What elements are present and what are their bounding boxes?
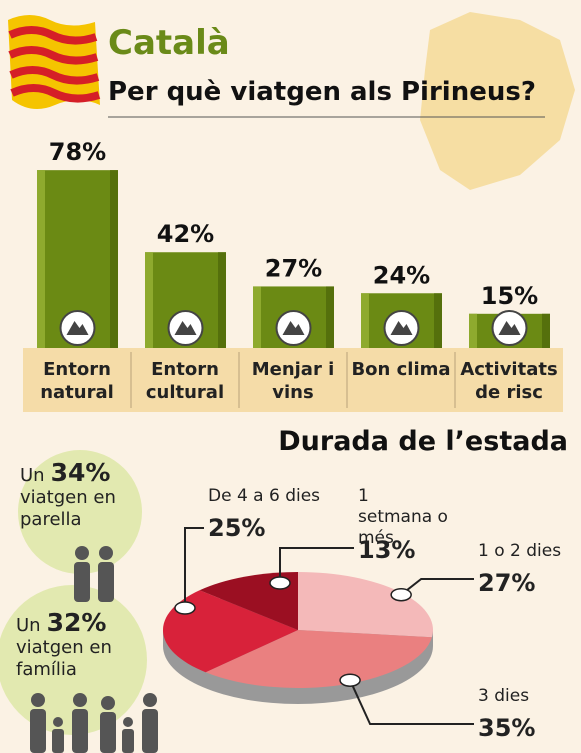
flag bbox=[8, 15, 101, 109]
bar-shade bbox=[326, 286, 334, 348]
callout-text: viatgen en família bbox=[16, 637, 112, 680]
callout-figure: 34% bbox=[50, 458, 111, 487]
bar-highlight bbox=[469, 313, 477, 348]
map bbox=[420, 12, 575, 190]
title: Català bbox=[108, 23, 230, 63]
category-label: Activitats de risc bbox=[460, 359, 558, 403]
bar-highlight bbox=[37, 170, 45, 348]
bar-shade bbox=[218, 252, 226, 348]
value-label: 24% bbox=[373, 261, 430, 289]
callout: Un 32% viatgen en família bbox=[16, 610, 156, 681]
slice-value: 25% bbox=[208, 514, 266, 542]
leader-dot bbox=[390, 587, 412, 602]
pie-slice bbox=[163, 590, 298, 673]
callout: Un 34% viatgen en parella bbox=[20, 460, 160, 531]
category-label: Menjar i vins bbox=[251, 359, 335, 403]
slice-value: 13% bbox=[358, 536, 416, 564]
leader-dot bbox=[174, 601, 196, 615]
callout-text: viatgen en parella bbox=[20, 487, 116, 530]
callout-lead: Un bbox=[20, 465, 45, 486]
people-icon bbox=[30, 546, 158, 753]
value-label: 42% bbox=[157, 220, 214, 248]
slice-value: 35% bbox=[478, 714, 536, 742]
pie-title: Durada de l’estada bbox=[278, 426, 568, 457]
bar-highlight bbox=[253, 286, 261, 348]
icon bbox=[390, 321, 413, 335]
icon bbox=[66, 321, 89, 335]
bar-shade bbox=[434, 293, 442, 348]
leader-dot bbox=[269, 576, 291, 590]
callout-figure: 32% bbox=[46, 608, 107, 637]
value-label: 27% bbox=[265, 254, 322, 282]
leader bbox=[400, 578, 474, 596]
bar-highlight bbox=[361, 293, 369, 348]
bar-shade bbox=[110, 170, 118, 348]
leader bbox=[349, 679, 474, 725]
slice-label: 1 o 2 dies bbox=[478, 541, 562, 561]
category-label: Bon clima bbox=[351, 359, 451, 380]
leader bbox=[279, 547, 354, 583]
subtitle: Per què viatgen als Pirineus? bbox=[108, 77, 536, 107]
icon bbox=[498, 321, 521, 335]
callout-bubble bbox=[18, 450, 142, 574]
slice-label: 3 dies bbox=[478, 686, 530, 706]
bar-highlight bbox=[145, 252, 153, 348]
label-band bbox=[23, 348, 563, 412]
pie-slice bbox=[205, 630, 432, 688]
category-label: Entorn natural bbox=[40, 359, 114, 403]
slice-value: 27% bbox=[478, 569, 536, 597]
icon bbox=[174, 321, 197, 335]
leader bbox=[184, 527, 204, 608]
slice-label: 1 setmana o més bbox=[358, 486, 448, 548]
bar-shade bbox=[542, 313, 550, 348]
pie-slice bbox=[298, 572, 433, 638]
value-label: 78% bbox=[49, 138, 106, 166]
icon bbox=[282, 321, 305, 335]
value-label: 15% bbox=[481, 282, 538, 310]
callout-lead: Un bbox=[16, 615, 41, 636]
category-label: Entorn cultural bbox=[145, 359, 225, 403]
leader-dot bbox=[339, 673, 361, 687]
slice-label: De 4 a 6 dies bbox=[208, 486, 321, 506]
